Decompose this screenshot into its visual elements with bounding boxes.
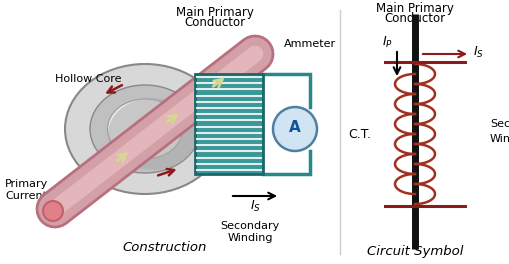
Text: Main Primary: Main Primary [375, 2, 453, 15]
Text: Conductor: Conductor [384, 12, 445, 25]
Text: Winding: Winding [489, 134, 509, 144]
Circle shape [272, 107, 317, 151]
Text: Secondary: Secondary [220, 221, 279, 231]
Text: Main Primary: Main Primary [176, 6, 253, 19]
Text: Construction: Construction [123, 241, 207, 254]
FancyBboxPatch shape [194, 74, 263, 174]
Ellipse shape [108, 98, 197, 170]
Text: Primary: Primary [5, 179, 48, 189]
Circle shape [43, 201, 63, 221]
Text: Secondary: Secondary [489, 119, 509, 129]
Text: A: A [289, 120, 300, 135]
Text: $I_S$: $I_S$ [472, 44, 483, 60]
Text: $I_S$: $I_S$ [249, 199, 260, 214]
Text: $I_P$: $I_P$ [381, 34, 392, 50]
Text: Winding: Winding [227, 233, 272, 243]
Text: Circuit Symbol: Circuit Symbol [366, 245, 462, 258]
Text: $I_P$: $I_P$ [79, 194, 90, 209]
Text: Conductor: Conductor [184, 16, 245, 29]
Ellipse shape [107, 99, 182, 159]
Text: Current: Current [5, 191, 47, 201]
Ellipse shape [90, 85, 200, 173]
Text: Hollow Core: Hollow Core [55, 74, 121, 84]
Ellipse shape [65, 64, 224, 194]
Text: C.T.: C.T. [348, 128, 371, 140]
Text: Ammeter: Ammeter [284, 39, 335, 49]
